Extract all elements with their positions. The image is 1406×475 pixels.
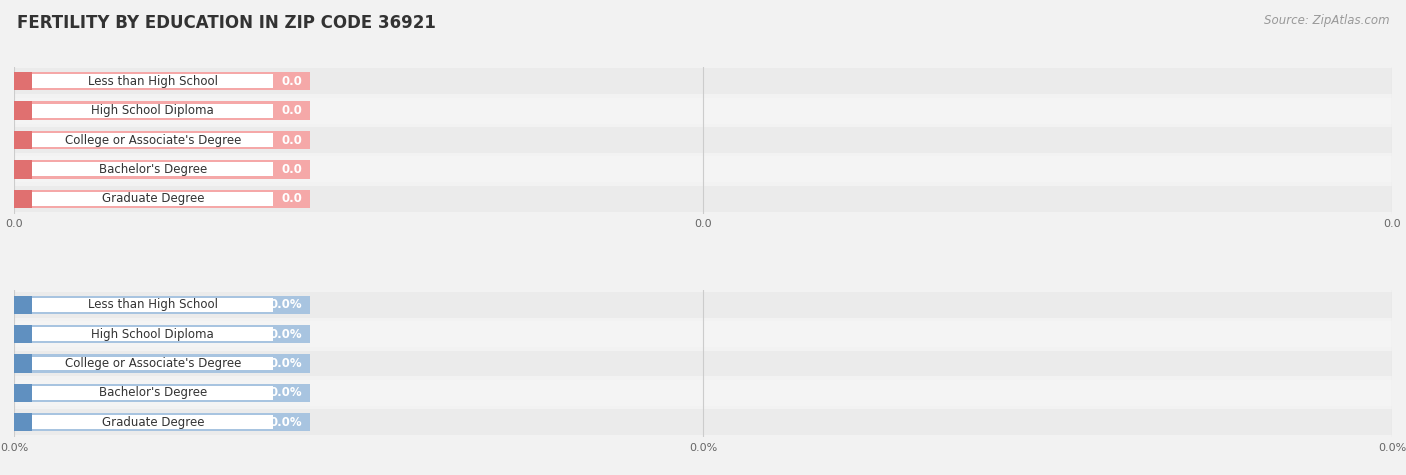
Bar: [32, 415, 273, 429]
Bar: [32, 74, 273, 88]
Bar: [14, 384, 32, 402]
Bar: [32, 357, 273, 371]
Bar: [32, 104, 273, 117]
Bar: [14, 292, 1392, 318]
Bar: [14, 354, 311, 372]
Bar: [14, 98, 1392, 124]
Text: College or Associate's Degree: College or Associate's Degree: [65, 133, 240, 146]
Bar: [32, 192, 273, 206]
Bar: [14, 409, 1392, 435]
Text: 0.0%: 0.0%: [270, 357, 302, 370]
Bar: [14, 68, 1392, 94]
Bar: [14, 190, 311, 208]
Bar: [14, 295, 32, 314]
Bar: [14, 102, 32, 120]
Text: 0.0%: 0.0%: [270, 416, 302, 429]
Bar: [14, 413, 32, 431]
Bar: [32, 298, 273, 312]
Text: 0.0: 0.0: [281, 192, 302, 205]
Text: High School Diploma: High School Diploma: [91, 104, 214, 117]
Bar: [32, 386, 273, 400]
Text: Less than High School: Less than High School: [87, 75, 218, 88]
Text: 0.0%: 0.0%: [270, 386, 302, 399]
Bar: [14, 160, 32, 179]
Bar: [14, 380, 1392, 406]
Bar: [14, 127, 1392, 153]
Bar: [14, 351, 1392, 376]
Bar: [14, 156, 1392, 182]
Text: Source: ZipAtlas.com: Source: ZipAtlas.com: [1264, 14, 1389, 27]
Bar: [14, 72, 32, 90]
Bar: [14, 413, 311, 431]
Bar: [32, 162, 273, 176]
Text: 0.0: 0.0: [281, 104, 302, 117]
Text: High School Diploma: High School Diploma: [91, 328, 214, 341]
Text: 0.0%: 0.0%: [270, 298, 302, 311]
Text: Bachelor's Degree: Bachelor's Degree: [98, 386, 207, 399]
Bar: [14, 325, 311, 343]
Bar: [32, 327, 273, 341]
Text: Bachelor's Degree: Bachelor's Degree: [98, 163, 207, 176]
Bar: [14, 295, 311, 314]
Bar: [32, 133, 273, 147]
Text: Graduate Degree: Graduate Degree: [101, 192, 204, 205]
Text: 0.0: 0.0: [281, 75, 302, 88]
Text: 0.0: 0.0: [281, 133, 302, 146]
Bar: [14, 190, 32, 208]
Text: Less than High School: Less than High School: [87, 298, 218, 311]
Bar: [14, 186, 1392, 212]
Text: Graduate Degree: Graduate Degree: [101, 416, 204, 429]
Text: College or Associate's Degree: College or Associate's Degree: [65, 357, 240, 370]
Text: FERTILITY BY EDUCATION IN ZIP CODE 36921: FERTILITY BY EDUCATION IN ZIP CODE 36921: [17, 14, 436, 32]
Text: 0.0%: 0.0%: [270, 328, 302, 341]
Bar: [14, 354, 32, 372]
Text: 0.0: 0.0: [281, 163, 302, 176]
Bar: [14, 325, 32, 343]
Bar: [14, 72, 311, 90]
Bar: [14, 160, 311, 179]
Bar: [14, 131, 311, 149]
Bar: [14, 131, 32, 149]
Bar: [14, 321, 1392, 347]
Bar: [14, 102, 311, 120]
Bar: [14, 384, 311, 402]
